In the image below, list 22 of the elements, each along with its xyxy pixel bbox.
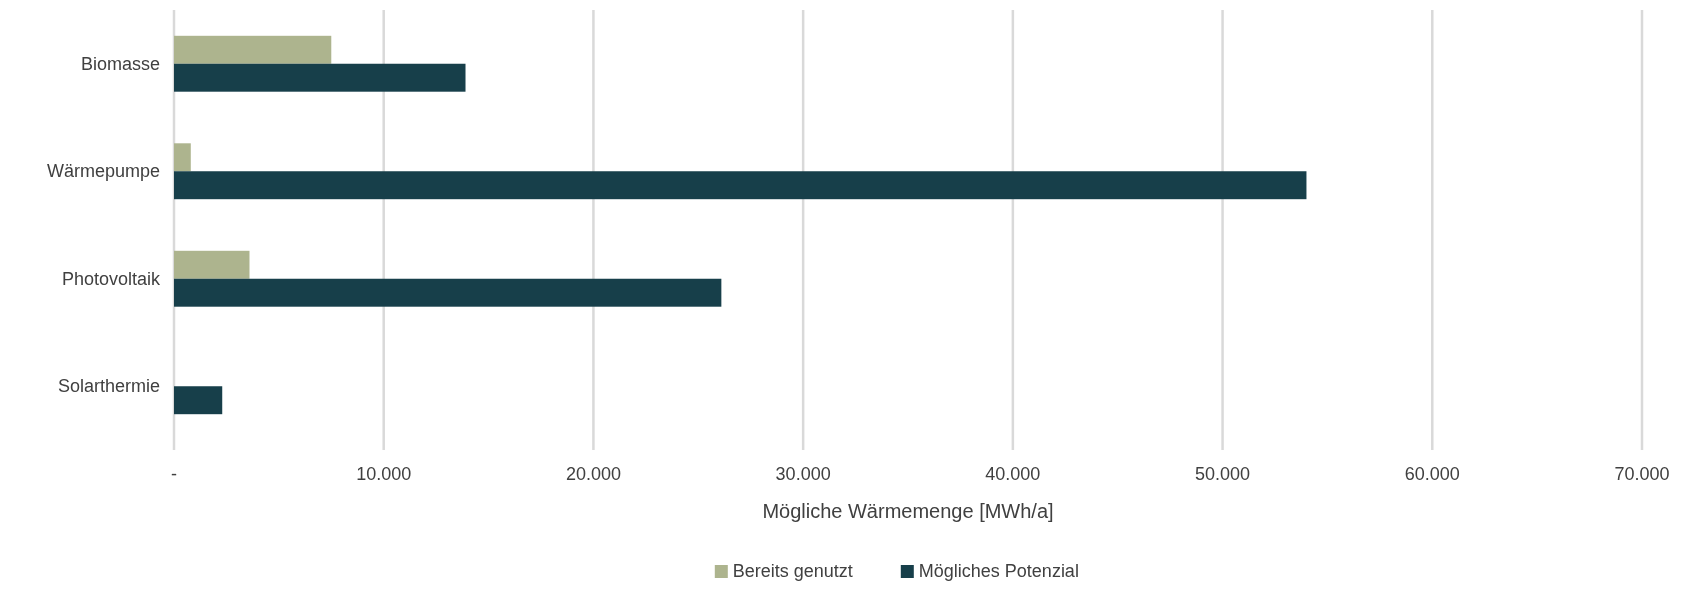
y-tick-label: Solarthermie	[57, 376, 160, 397]
bar	[174, 143, 191, 172]
legend-label: Bereits genutzt	[732, 561, 853, 581]
x-tick-label: 40.000	[985, 464, 1041, 484]
x-axis-title: Mögliche Wärmemenge [MWh/a]	[762, 500, 1054, 522]
y-tick-label: Photovoltaik	[61, 268, 161, 289]
y-tick-label: Biomasse	[80, 53, 160, 74]
bar	[174, 278, 722, 307]
x-tick-label: 20.000	[565, 464, 621, 484]
bar	[174, 63, 466, 92]
x-tick-label: 30.000	[775, 464, 831, 484]
bar	[174, 386, 223, 415]
legend-label: Mögliches Potenzial	[918, 561, 1079, 581]
y-tick-label: Wärmepumpe	[46, 161, 160, 182]
x-tick-label: 50.000	[1195, 464, 1251, 484]
x-tick-label: 70.000	[1614, 464, 1670, 484]
x-tick-label: -	[171, 464, 177, 484]
x-tick-label: 60.000	[1404, 464, 1460, 484]
bar	[174, 171, 1307, 200]
bar	[174, 35, 332, 64]
x-tick-label: 10.000	[356, 464, 412, 484]
bar	[174, 250, 250, 279]
